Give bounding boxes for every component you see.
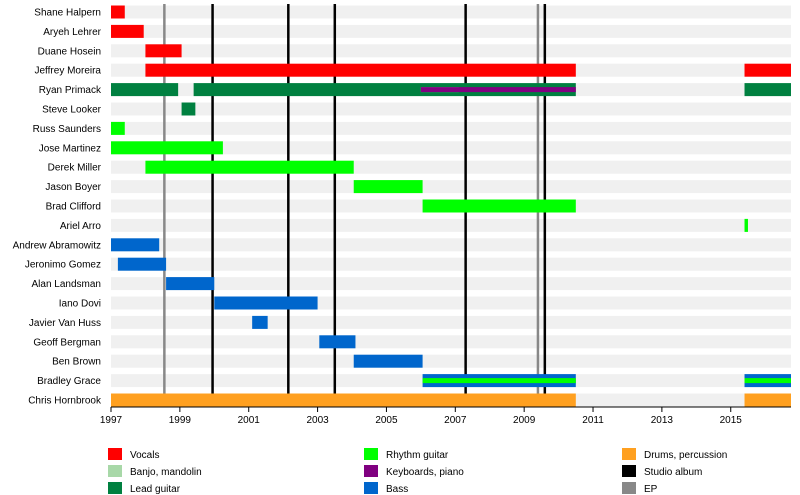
x-tick-label: 2007 [444, 415, 467, 426]
legend-label: Banjo, mandolin [130, 467, 202, 478]
x-tick-label: 2009 [513, 415, 536, 426]
legend-label: Rhythm guitar [386, 450, 449, 461]
legend-swatch [364, 465, 378, 477]
x-tick-label: 2015 [720, 415, 743, 426]
legend-swatch [108, 465, 122, 477]
role-bar [111, 121, 125, 135]
member-name: Derek Miller [48, 163, 102, 174]
legend-swatch [622, 448, 636, 460]
role-bar [111, 238, 160, 252]
role-bar [145, 44, 182, 58]
row-background [111, 102, 791, 116]
x-tick-label: 2003 [306, 415, 329, 426]
role-bar [422, 199, 576, 213]
row-background [111, 121, 791, 135]
row-background [111, 180, 791, 194]
role-bar-inner [420, 87, 576, 93]
role-bar-inner [422, 378, 576, 384]
role-bar [111, 5, 125, 19]
member-name: Jeffrey Moreira [34, 66, 101, 77]
member-name: Alan Landsman [32, 279, 102, 290]
role-bar [744, 83, 791, 97]
role-bar [252, 315, 268, 329]
row-background [111, 5, 791, 19]
role-bar [145, 160, 354, 174]
member-name: Ryan Primack [39, 85, 102, 96]
role-bar [214, 296, 318, 310]
legend-label: EP [644, 484, 658, 495]
role-bar [111, 393, 576, 407]
member-name: Jeronimo Gomez [25, 260, 101, 271]
member-name: Bradley Grace [37, 376, 101, 387]
role-bar [353, 180, 423, 194]
legend-swatch [364, 448, 378, 460]
legend-swatch [108, 448, 122, 460]
role-bar [193, 83, 576, 97]
member-name: Jason Boyer [45, 182, 101, 193]
role-bar [744, 218, 748, 232]
row-background [111, 141, 791, 155]
member-name: Shane Halpern [34, 8, 101, 19]
member-name: Ben Brown [52, 357, 101, 368]
role-bar [145, 63, 576, 77]
role-bar [744, 63, 791, 77]
member-name: Brad Clifford [46, 202, 101, 213]
legend-label: Studio album [644, 467, 702, 478]
legend-swatch [108, 482, 122, 494]
x-tick-label: 1999 [169, 415, 192, 426]
role-bar [111, 83, 179, 97]
role-bar [111, 24, 144, 38]
member-name: Ariel Arro [60, 221, 102, 232]
row-background [111, 257, 791, 271]
legend-label: Bass [386, 484, 408, 495]
row-background [111, 277, 791, 291]
row-background [111, 24, 791, 38]
x-tick-label: 1997 [100, 415, 123, 426]
member-name: Russ Saunders [33, 124, 101, 135]
legend-swatch [622, 482, 636, 494]
legend-label: Lead guitar [130, 484, 181, 495]
role-bar-inner [744, 378, 791, 384]
member-name: Chris Hornbrook [28, 396, 102, 407]
member-name: Javier Van Huss [29, 318, 101, 329]
role-bar [744, 393, 791, 407]
x-tick-label: 2001 [238, 415, 261, 426]
legend-label: Vocals [130, 450, 159, 461]
member-name: Jose Martinez [39, 143, 101, 154]
row-background [111, 315, 791, 329]
x-tick-label: 2005 [375, 415, 398, 426]
member-name: Duane Hosein [38, 46, 101, 57]
role-bar [353, 354, 423, 368]
role-bar [117, 257, 167, 271]
member-name: Iano Dovi [59, 299, 101, 310]
role-bar [319, 335, 356, 349]
row-background [111, 335, 791, 349]
member-name: Geoff Bergman [33, 337, 101, 348]
role-bar [181, 102, 196, 116]
member-name: Aryeh Lehrer [43, 27, 101, 38]
x-tick-label: 2011 [582, 415, 604, 426]
row-background [111, 44, 791, 58]
legend-swatch [364, 482, 378, 494]
role-bar [111, 141, 223, 155]
row-background [111, 218, 791, 232]
legend-label: Drums, percussion [644, 450, 727, 461]
legend-label: Keyboards, piano [386, 467, 464, 478]
member-name: Steve Looker [42, 105, 102, 116]
row-background [111, 354, 791, 368]
legend-swatch [622, 465, 636, 477]
member-name: Andrew Abramowitz [13, 240, 101, 251]
row-background [111, 238, 791, 252]
x-tick-label: 2013 [651, 415, 674, 426]
role-bar [166, 277, 215, 291]
